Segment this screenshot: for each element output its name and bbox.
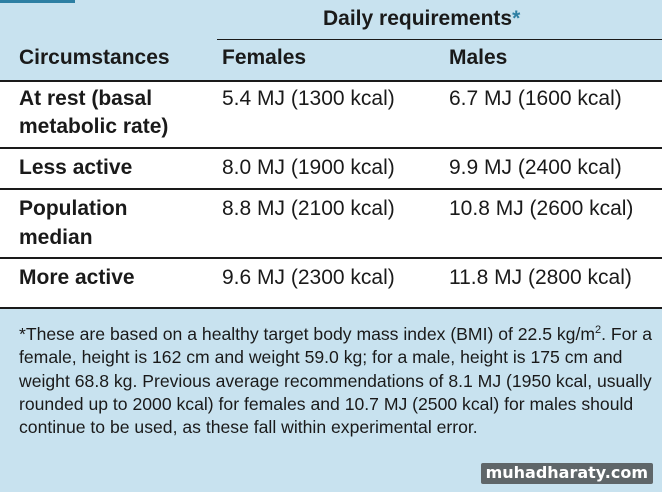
- row-label-line1: At rest (basal: [19, 87, 153, 110]
- row-divider: [0, 147, 662, 149]
- footnote-superscript: 2: [595, 324, 602, 336]
- females-value: 8.8 MJ (2100 kcal): [222, 197, 395, 220]
- site-watermark: muhadharaty.com: [480, 463, 653, 484]
- row-label-line2: metabolic rate): [19, 115, 169, 138]
- females-value: 5.4 MJ (1300 kcal): [222, 87, 395, 110]
- row-label-line1: Less active: [19, 156, 133, 179]
- header-bottom-rule: [0, 80, 662, 82]
- top-accent-bar: [0, 0, 75, 3]
- row-divider: [0, 188, 662, 190]
- footnote-text: *These are based on a healthy target bod…: [19, 319, 654, 440]
- table-header: Daily requirements* Circumstances Female…: [0, 0, 662, 80]
- footnote-line1: *These are based on a healthy target bod…: [19, 323, 596, 344]
- table-bottom-rule: [0, 307, 662, 309]
- row-divider: [0, 257, 662, 259]
- footnote-panel: *These are based on a healthy target bod…: [0, 309, 662, 492]
- males-value: 11.8 MJ (2800 kcal): [449, 266, 632, 289]
- column-header-females: Females: [222, 46, 307, 69]
- males-value: 9.9 MJ (2400 kcal): [449, 156, 622, 179]
- column-header-circumstances: Circumstances: [19, 46, 170, 69]
- females-value: 9.6 MJ (2300 kcal): [222, 266, 395, 289]
- footnote-body: For a female, height is 162 cm and weigh…: [19, 323, 652, 438]
- females-value: 8.0 MJ (1900 kcal): [222, 156, 395, 179]
- daily-requirements-heading: Daily requirements*: [323, 7, 520, 31]
- footnote-asterisk-marker: *: [512, 7, 521, 30]
- daily-requirements-label: Daily requirements: [323, 7, 513, 30]
- header-group-rule: [217, 39, 662, 40]
- row-label-line1: More active: [19, 266, 135, 289]
- males-value: 10.8 MJ (2600 kcal): [449, 197, 634, 220]
- males-value: 6.7 MJ (1600 kcal): [449, 87, 622, 110]
- column-header-males: Males: [449, 46, 508, 69]
- row-label-line1: Population: [19, 197, 128, 220]
- footnote-line1-end: .: [601, 323, 607, 344]
- row-label-line2: median: [19, 226, 93, 249]
